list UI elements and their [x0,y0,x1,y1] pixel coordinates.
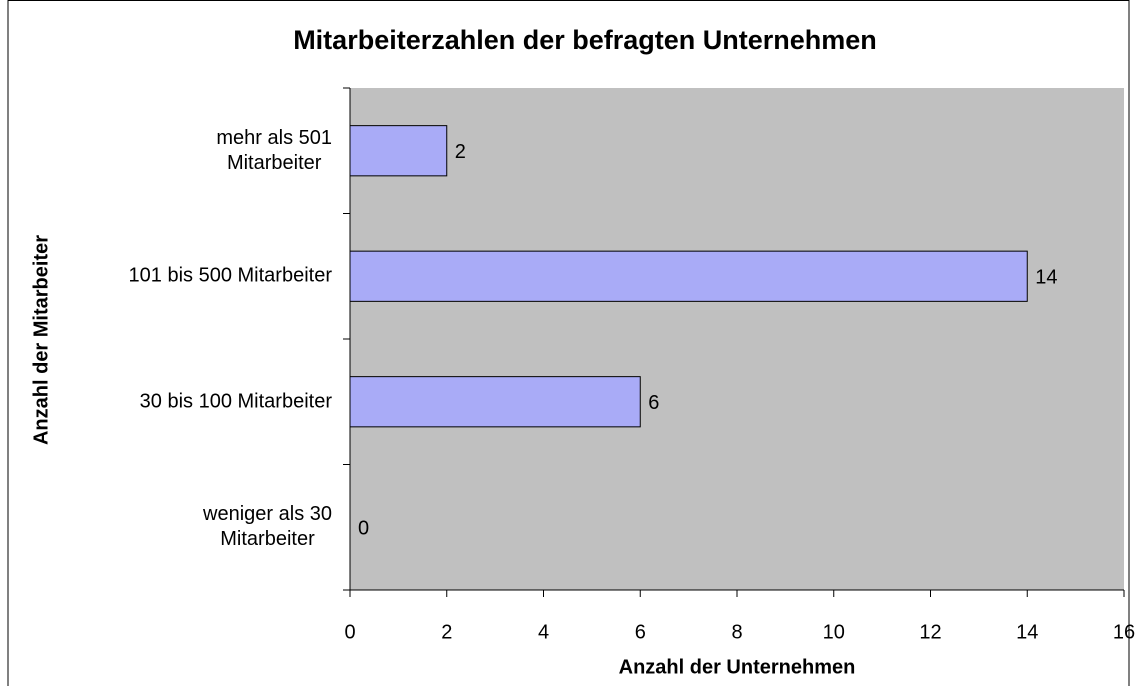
y-tick-label: 101 bis 500 Mitarbeiter [128,264,332,287]
x-tick-label: 4 [538,621,549,643]
x-tick-label: 2 [441,621,452,643]
chart-title: Mitarbeiterzahlen der befragten Unterneh… [293,25,877,55]
plot-area [350,88,1124,590]
x-tick-label: 12 [919,621,941,643]
data-label: 2 [455,141,466,163]
y-axis-title: Anzahl der Mitarbeiter [30,235,52,445]
data-label: 14 [1035,267,1057,289]
bar [349,376,641,428]
y-tick-label: 30 bis 100 Mitarbeiter [139,390,332,413]
x-tick-label: 0 [344,621,355,643]
y-tick-label: mehr als 501 Mitarbeiter [216,126,332,174]
x-tick-label: 8 [731,621,742,643]
x-tick-label: 6 [635,621,646,643]
y-tick-label: weniger als 30 Mitarbeiter [203,503,332,551]
x-tick-label: 16 [1113,621,1135,643]
bar [349,125,448,177]
x-tick-label: 10 [823,621,845,643]
chart-frame [7,0,1130,686]
data-label: 0 [358,518,369,540]
x-axis-title: Anzahl der Unternehmen [619,656,856,678]
bar [349,250,1028,302]
x-tick-label: 14 [1016,621,1038,643]
data-label: 6 [648,392,659,414]
